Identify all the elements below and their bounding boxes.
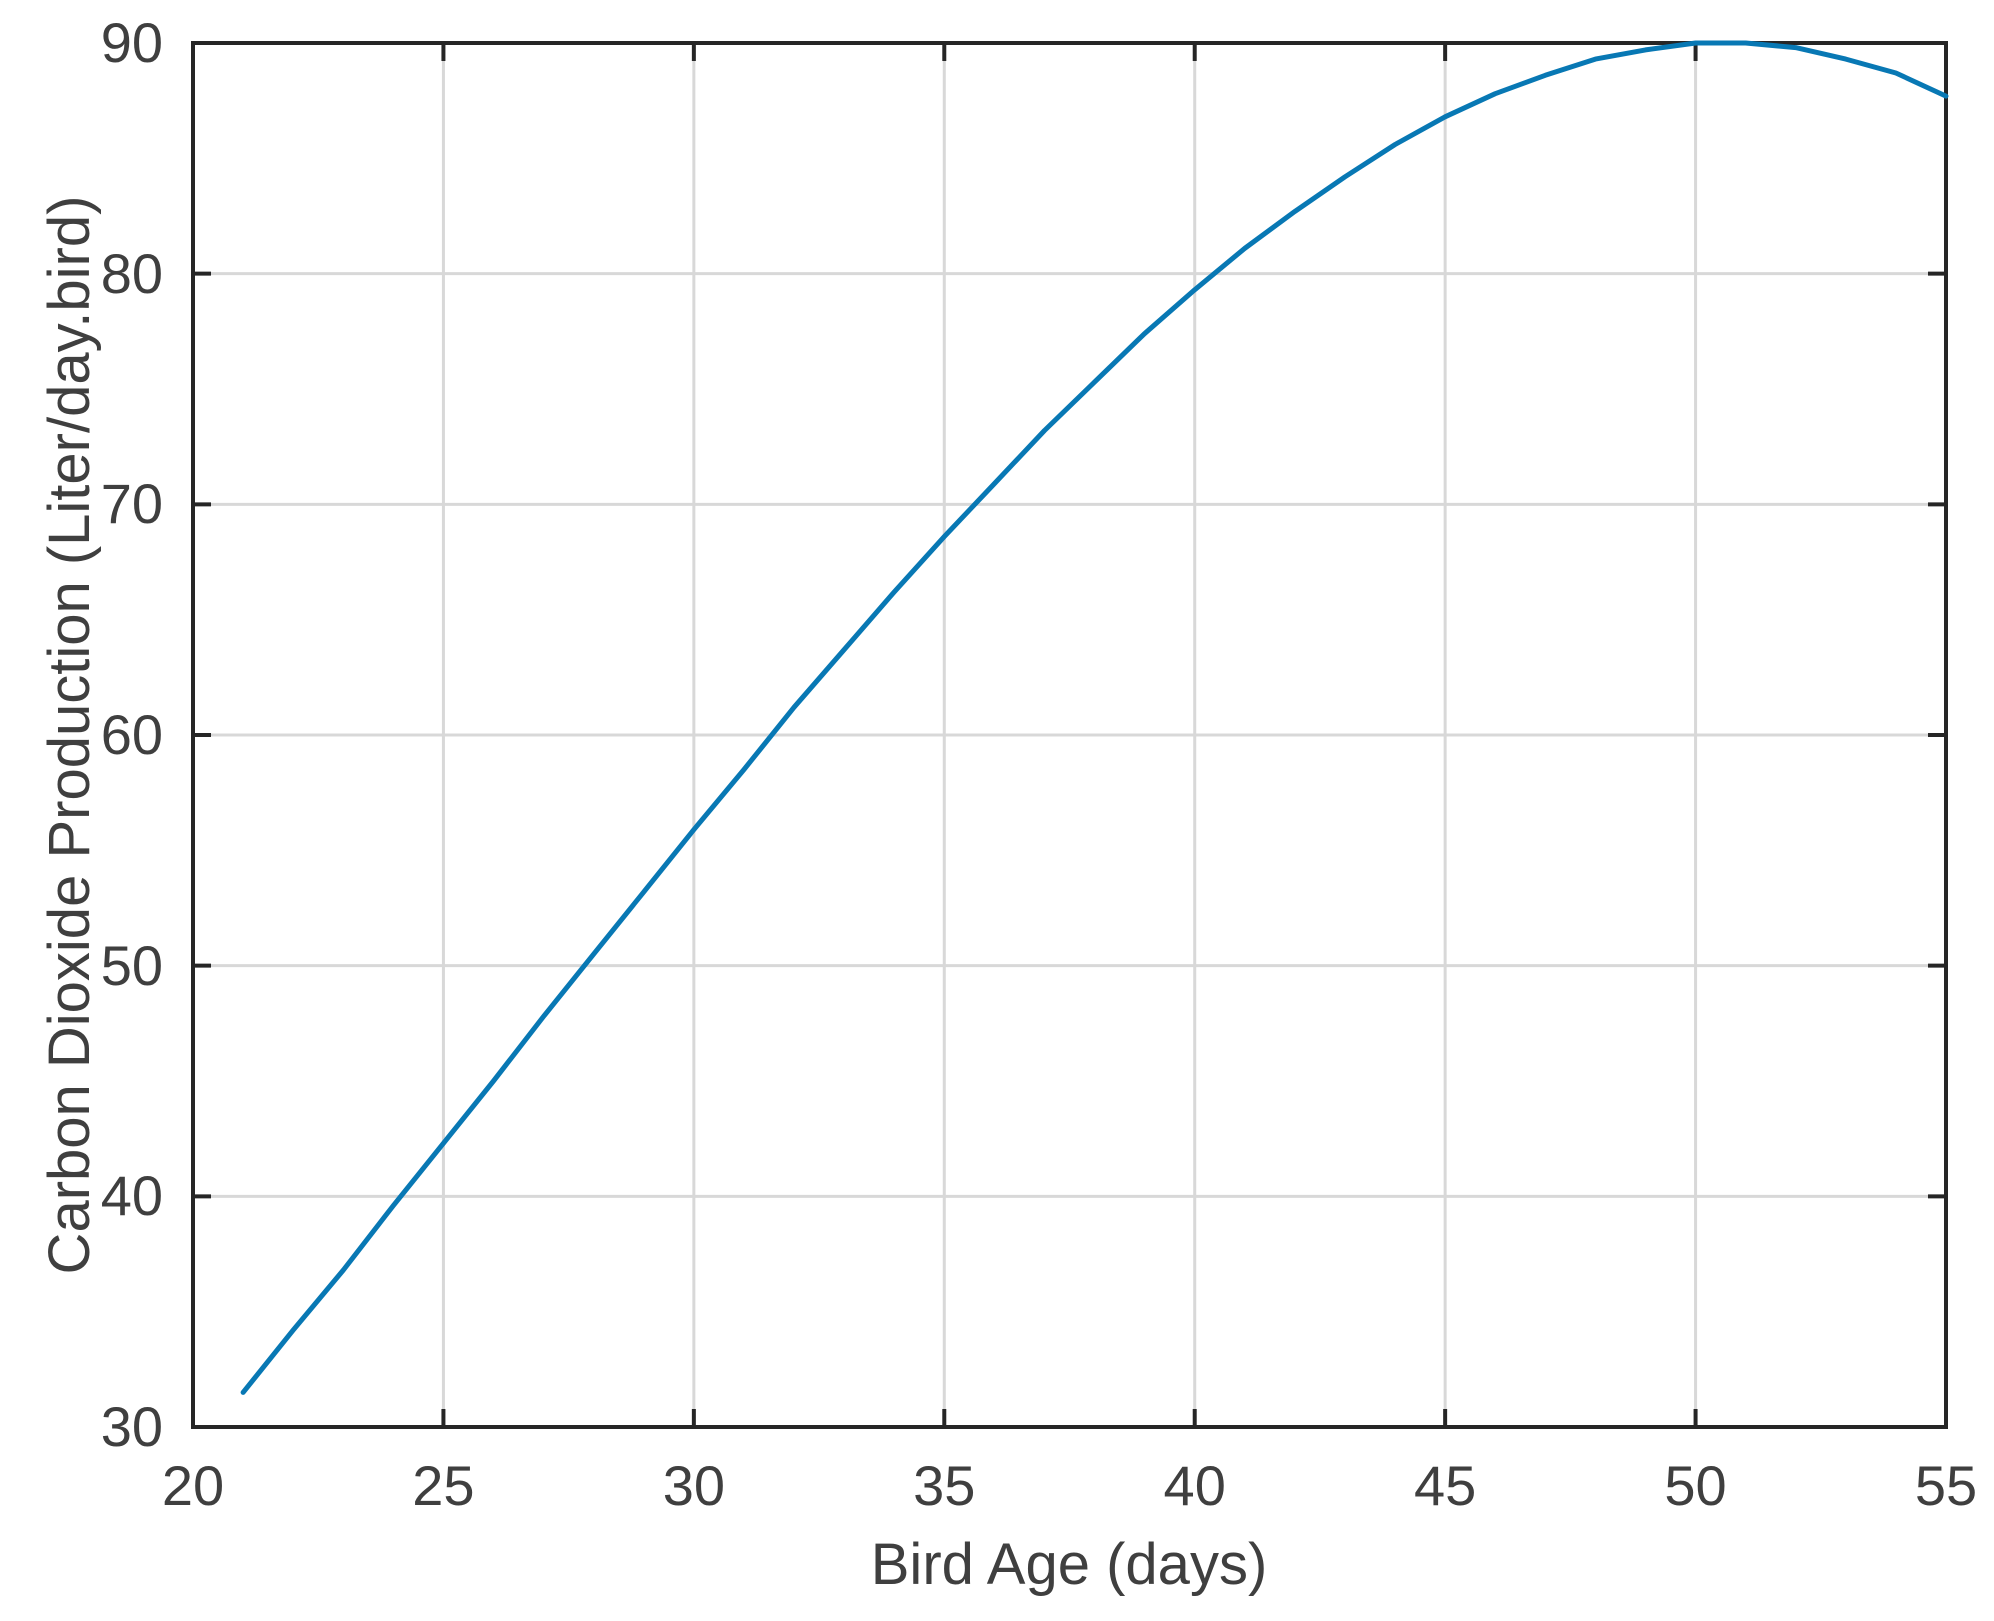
y-tick-label: 90 [100, 11, 163, 74]
y-tick-label: 40 [100, 1164, 163, 1228]
grid-lines [193, 43, 1946, 1427]
x-tick-label: 30 [662, 1454, 725, 1517]
y-tick-label: 50 [100, 933, 163, 997]
x-tick-label: 55 [1914, 1454, 1978, 1517]
carbon-dioxide-production-curve [240, 40, 1949, 1395]
axes-box [191, 41, 1948, 1429]
x-tick-label: 20 [161, 1454, 225, 1517]
x-tick-label: 35 [913, 1454, 976, 1517]
y-axis-title: Carbon Dioxide Production (Liter/day.bir… [37, 195, 102, 1275]
x-axis-title: Bird Age (days) [870, 1532, 1268, 1597]
y-tick-label: 60 [100, 703, 163, 766]
x-tick-label: 25 [412, 1454, 475, 1517]
x-tick-label: 45 [1413, 1454, 1477, 1517]
x-tick-label: 50 [1664, 1454, 1727, 1517]
x-tick-label: 40 [1163, 1454, 1226, 1517]
y-tick-label: 70 [100, 472, 163, 536]
y-tick-label: 30 [100, 1395, 163, 1458]
y-tick-label: 80 [100, 241, 163, 305]
